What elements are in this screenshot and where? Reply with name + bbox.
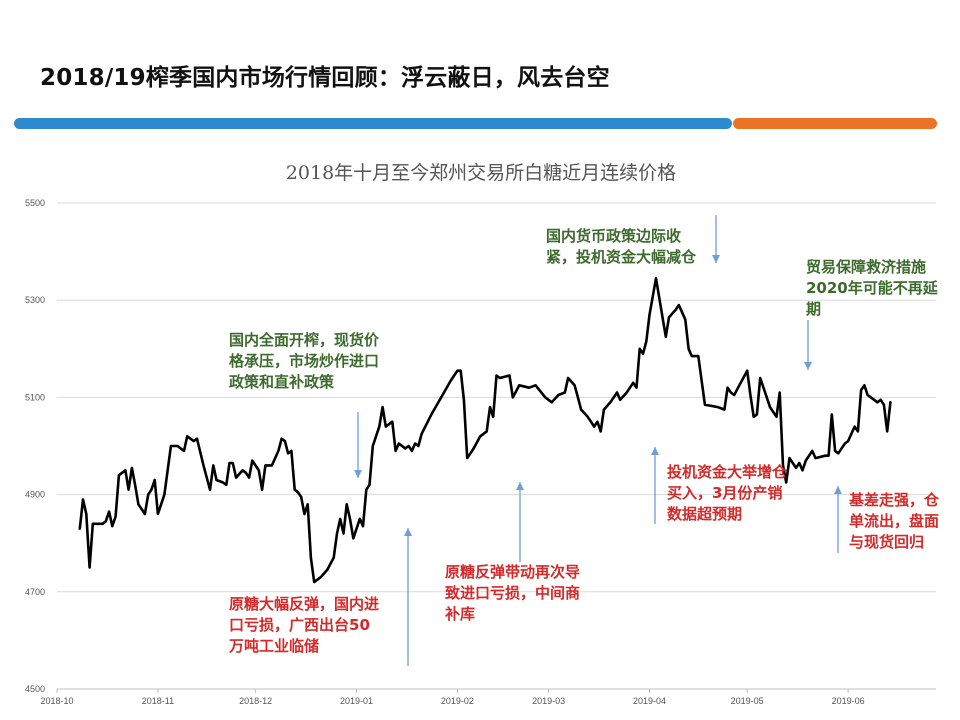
header-bar-orange [733, 118, 937, 129]
header-bar-blue [14, 118, 732, 129]
x-tick-label-4: 2019-02 [441, 696, 474, 706]
annotation-4: 国内货币政策边际收紧，投机资金大幅减仓 [546, 227, 697, 266]
x-tick-label-8: 2019-06 [832, 696, 865, 706]
y-tick-label-4: 5300 [25, 295, 45, 305]
annotation-arrowhead-4 [712, 255, 720, 263]
y-tick-label-2: 4900 [25, 490, 45, 500]
annotation-arrowhead-3 [516, 482, 524, 490]
annotation-arrowhead-7 [834, 486, 842, 494]
y-tick-label-5: 5500 [25, 198, 45, 208]
chart-title: 2018年十月至今郑州交易所白糖近月连续价格 [286, 162, 676, 184]
x-tick-label-0: 2018-10 [40, 696, 73, 706]
annotation-arrows [354, 215, 842, 666]
x-axis: 2018-10 2018-11 2018-12 2019-01 2019-02 2019-… [40, 688, 936, 706]
annotation-6: 贸易保障救济措施2020年可能不再延期 [806, 258, 938, 318]
annotation-3: 原糖反弹带动再次导致进口亏损，中间商补库 [445, 563, 581, 623]
price-series [78, 277, 892, 584]
y-tick-label-1: 4700 [25, 587, 45, 597]
y-axis: 4500 4700 4900 5100 5300 5500 [25, 198, 45, 694]
annotation-7: 基差走强，仓单流出，盘面与现货回归 [849, 491, 940, 551]
annotation-2: 原糖大幅反弹，国内进口亏损，广西出台50万吨工业临储 [229, 595, 380, 655]
x-tick-label-5: 2019-03 [532, 696, 565, 706]
annotation-arrowhead-1 [354, 470, 362, 478]
slide-title: 2018/19榨季国内市场行情回顾：浮云蔽日，风去台空 [40, 65, 610, 91]
x-tick-label-3: 2019-01 [340, 696, 373, 706]
annotation-5: 投机资金大举增仓买入，3月份产销数据超预期 [667, 463, 788, 523]
series-line-0 [78, 277, 892, 584]
x-tick-label-1: 2018-11 [142, 696, 174, 706]
annotation-arrowhead-5 [651, 447, 659, 455]
x-tick-label-2: 2018-12 [239, 696, 272, 706]
annotation-arrowhead-2 [404, 528, 412, 536]
annotation-1: 国内全面开榨，现货价格承压，市场炒作进口政策和直补政策 [229, 331, 380, 391]
y-tick-label-3: 5100 [25, 392, 45, 402]
x-tick-label-6: 2019-04 [633, 696, 666, 706]
annotation-arrowhead-6 [804, 362, 812, 370]
x-tick-label-7: 2019-05 [731, 696, 764, 706]
y-tick-label-0: 4500 [25, 684, 45, 694]
